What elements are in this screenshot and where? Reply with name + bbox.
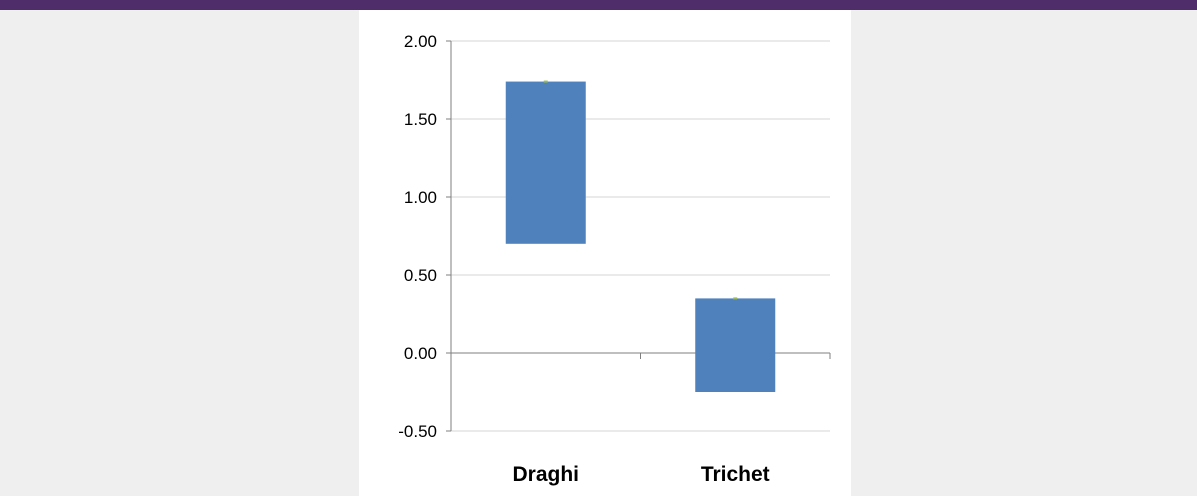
y-tick-label: 0.00: [404, 344, 437, 363]
y-tick-label: 1.00: [404, 188, 437, 207]
chart-panel: -0.50 0.00 0.50 1.00 1.50 2.00 Draghi Trichet: [359, 10, 851, 496]
x-category-label: Trichet: [701, 463, 770, 486]
y-tick-label: 0.50: [404, 266, 437, 285]
y-tick-label: -0.50: [398, 422, 437, 441]
figure-title-bar: [0, 0, 1197, 10]
bar-draghi: [505, 81, 586, 244]
x-category-label: Draghi: [512, 463, 579, 486]
floating-bar-chart: -0.50 0.00 0.50 1.00 1.50 2.00 Draghi Trichet: [398, 32, 831, 486]
bar-trichet: [695, 298, 776, 392]
y-tick-label: 2.00: [404, 32, 437, 51]
y-tick-label: 1.50: [404, 110, 437, 129]
